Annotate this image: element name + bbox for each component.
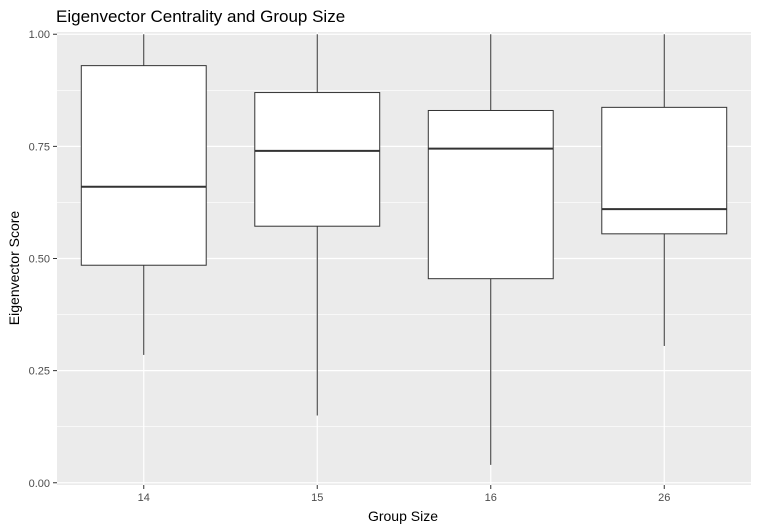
box-rect (254, 92, 381, 227)
box-rect (601, 106, 728, 235)
y-tick-label: 0.25 (29, 366, 50, 378)
y-axis-title: Eigenvector Score (6, 211, 22, 326)
y-tick-label: 0.00 (29, 478, 50, 490)
x-tick-label: 16 (485, 492, 497, 504)
y-tick-label: 1.00 (29, 29, 50, 41)
x-tick-label: 14 (138, 492, 150, 504)
chart-title: Eigenvector Centrality and Group Size (56, 7, 345, 26)
x-tick-label: 15 (311, 492, 323, 504)
x-tick-label: 26 (658, 492, 670, 504)
box-rect (427, 109, 554, 280)
y-tick-label: 0.75 (29, 141, 50, 153)
y-tick-label: 0.50 (29, 254, 50, 266)
box-group (80, 34, 728, 465)
y-axis: 0.00 0.25 0.50 0.75 1.00 (29, 29, 57, 490)
box-rect (80, 65, 207, 266)
x-axis-title: Group Size (368, 508, 438, 524)
x-axis: 14 15 16 26 (138, 485, 670, 504)
